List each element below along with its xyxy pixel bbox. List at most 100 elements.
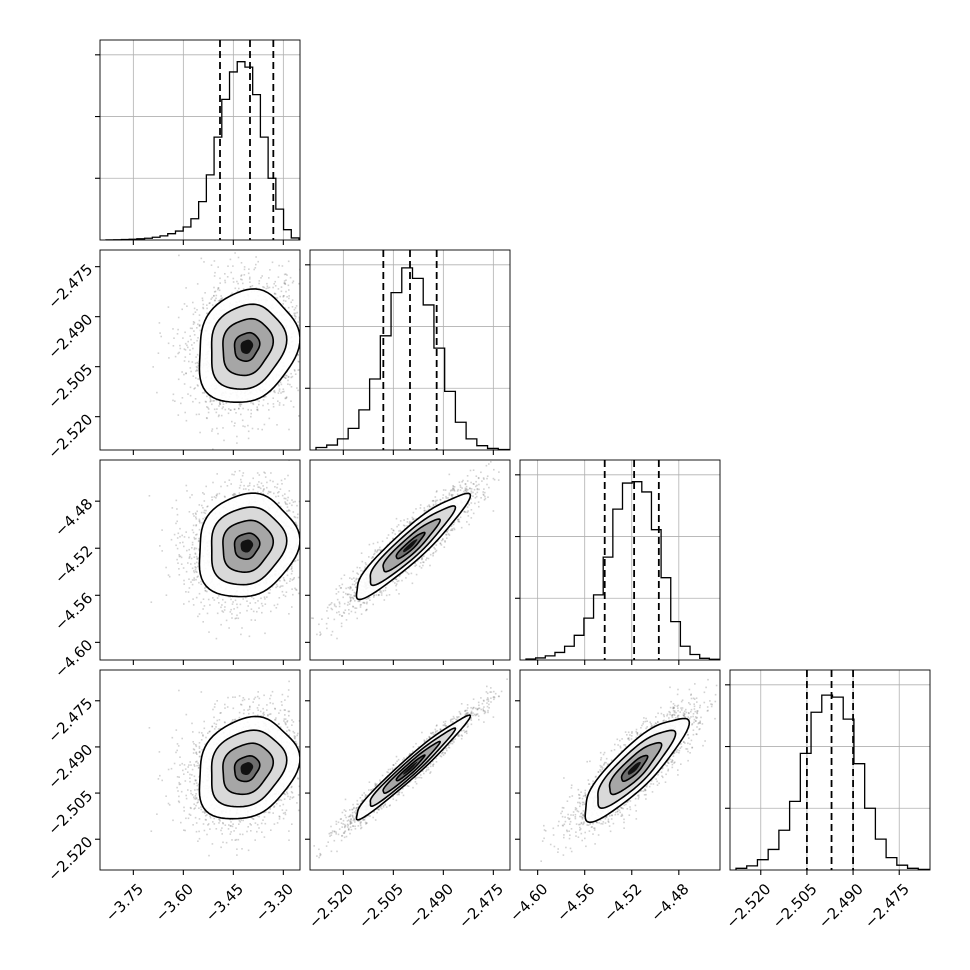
- scatter-point: [356, 581, 359, 584]
- scatter-point: [247, 272, 250, 275]
- scatter-point: [194, 512, 197, 514]
- scatter-point: [152, 366, 154, 368]
- scatter-point: [192, 400, 194, 403]
- scatter-point: [268, 491, 271, 494]
- scatter-point: [273, 292, 276, 295]
- scatter-point: [196, 366, 198, 369]
- scatter-point: [286, 499, 289, 502]
- scatter-point: [195, 596, 198, 599]
- scatter-point: [260, 492, 262, 494]
- scatter-point: [283, 295, 285, 297]
- scatter-point: [301, 412, 303, 414]
- scatter-point: [233, 494, 236, 496]
- scatter-point: [203, 511, 205, 514]
- scatter-point: [172, 399, 174, 402]
- scatter-point: [290, 386, 293, 388]
- scatter-point: [174, 355, 177, 358]
- scatter-point: [284, 502, 287, 504]
- scatter-point: [285, 591, 288, 593]
- scatter-point: [287, 379, 289, 382]
- scatter-point: [219, 403, 221, 405]
- scatter-point: [257, 260, 259, 263]
- scatter-point: [282, 296, 285, 298]
- scatter-point: [198, 518, 201, 521]
- scatter-point: [273, 389, 276, 392]
- scatter-point: [486, 456, 488, 458]
- scatter-point: [219, 282, 221, 284]
- scatter-point: [284, 283, 287, 285]
- scatter-point: [249, 602, 251, 604]
- scatter-point: [209, 302, 211, 304]
- scatter-point: [445, 497, 448, 499]
- scatter-point: [231, 494, 234, 496]
- scatter-point: [194, 552, 197, 555]
- scatter-point: [243, 268, 246, 271]
- hist-panel-1: [305, 249, 511, 451]
- scatter-point: [220, 414, 223, 417]
- scatter-point: [291, 299, 294, 301]
- scatter-point: [194, 562, 196, 565]
- scatter-point: [285, 582, 288, 584]
- scatter-point: [193, 538, 196, 540]
- scatter-point: [242, 288, 245, 290]
- scatter-point: [483, 494, 485, 496]
- scatter-point: [178, 568, 180, 570]
- scatter-point: [197, 337, 199, 339]
- scatter-point: [191, 541, 194, 544]
- scatter-point: [193, 342, 195, 344]
- scatter-point: [276, 297, 279, 299]
- scatter-point: [213, 496, 216, 498]
- scatter-point: [296, 504, 298, 507]
- scatter-point: [269, 588, 271, 591]
- scatter-point: [303, 331, 305, 333]
- scatter-point: [259, 487, 262, 490]
- scatter-point: [205, 417, 208, 419]
- scatter-point: [213, 408, 216, 411]
- scatter-point: [232, 265, 234, 267]
- scatter-point: [293, 369, 296, 371]
- scatter-point: [270, 610, 272, 613]
- scatter-point: [306, 340, 308, 342]
- scatter-point: [213, 400, 215, 402]
- scatter-point: [266, 285, 269, 287]
- panel-content: [148, 412, 309, 640]
- scatter-point: [302, 346, 304, 348]
- scatter-point: [302, 551, 304, 553]
- scatter-point: [199, 431, 201, 434]
- scatter-point: [185, 570, 188, 573]
- scatter-point: [293, 314, 296, 316]
- scatter-point: [306, 536, 308, 538]
- scatter-point: [451, 496, 454, 499]
- scatter-point: [193, 307, 196, 310]
- scatter-point: [367, 597, 370, 600]
- scatter-point: [165, 566, 167, 569]
- scatter-point: [284, 493, 286, 495]
- scatter-point: [187, 393, 189, 395]
- scatter-point: [307, 534, 309, 536]
- scatter-point: [209, 397, 211, 399]
- scatter-point: [204, 512, 207, 515]
- scatter-point: [258, 481, 260, 483]
- scatter-point: [263, 396, 265, 398]
- histogram-step-1: [315, 267, 510, 451]
- scatter-point: [178, 254, 180, 257]
- scatter-point: [179, 542, 181, 544]
- scatter-point: [262, 404, 264, 407]
- scatter-point: [295, 589, 298, 591]
- scatter-point: [304, 345, 306, 347]
- scatter-point: [193, 579, 195, 581]
- scatter-point: [306, 557, 308, 559]
- scatter-point: [290, 563, 293, 566]
- scatter-point: [185, 484, 188, 487]
- scatter-point: [198, 528, 201, 531]
- scatter-point: [184, 356, 187, 358]
- scatter-point: [258, 282, 260, 285]
- scatter-point: [256, 483, 259, 486]
- scatter-point: [188, 548, 190, 551]
- scatter-point: [361, 560, 364, 563]
- scatter-point: [192, 531, 195, 534]
- scatter-point: [220, 623, 222, 626]
- scatter-point: [278, 390, 281, 392]
- scatter-point: [283, 376, 286, 378]
- scatter-point: [209, 400, 211, 403]
